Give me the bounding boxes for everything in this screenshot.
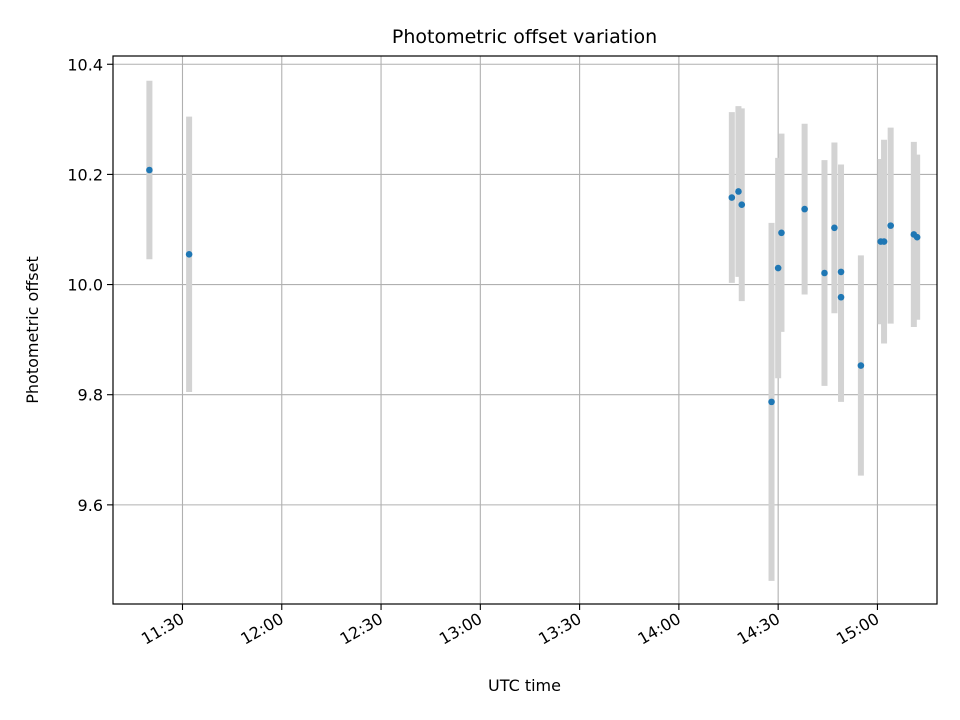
- y-tick-label: 10.4: [67, 55, 103, 74]
- data-point: [768, 398, 775, 406]
- y-axis: 9.6 9.8 10.0 10.2 10.4: [67, 55, 113, 515]
- plot-frame: [112, 55, 938, 605]
- x-axis-label: UTC time: [488, 676, 561, 695]
- y-tick-label: 10.2: [67, 165, 103, 184]
- data-point: [185, 250, 193, 258]
- data-point: [887, 222, 894, 229]
- data-point: [774, 264, 782, 272]
- grid: [113, 56, 937, 604]
- data-point: [778, 229, 785, 237]
- y-tick-label: 9.6: [78, 496, 103, 515]
- data-point: [913, 233, 921, 241]
- data-point: [880, 238, 888, 245]
- data-point: [857, 362, 865, 369]
- data-point: [831, 224, 838, 232]
- data-point: [146, 166, 153, 174]
- data-points: [146, 166, 921, 406]
- data-point: [735, 188, 742, 195]
- y-axis-label: Photometric offset: [23, 256, 42, 404]
- data-point: [728, 194, 736, 201]
- chart-title: Photometric offset variation: [392, 26, 657, 48]
- data-point: [837, 293, 845, 301]
- data-point: [738, 201, 746, 209]
- data-point: [821, 269, 828, 277]
- data-point: [801, 205, 808, 213]
- y-tick-label: 9.8: [78, 386, 103, 405]
- data-point: [837, 268, 845, 276]
- y-tick-label: 10.0: [67, 276, 103, 295]
